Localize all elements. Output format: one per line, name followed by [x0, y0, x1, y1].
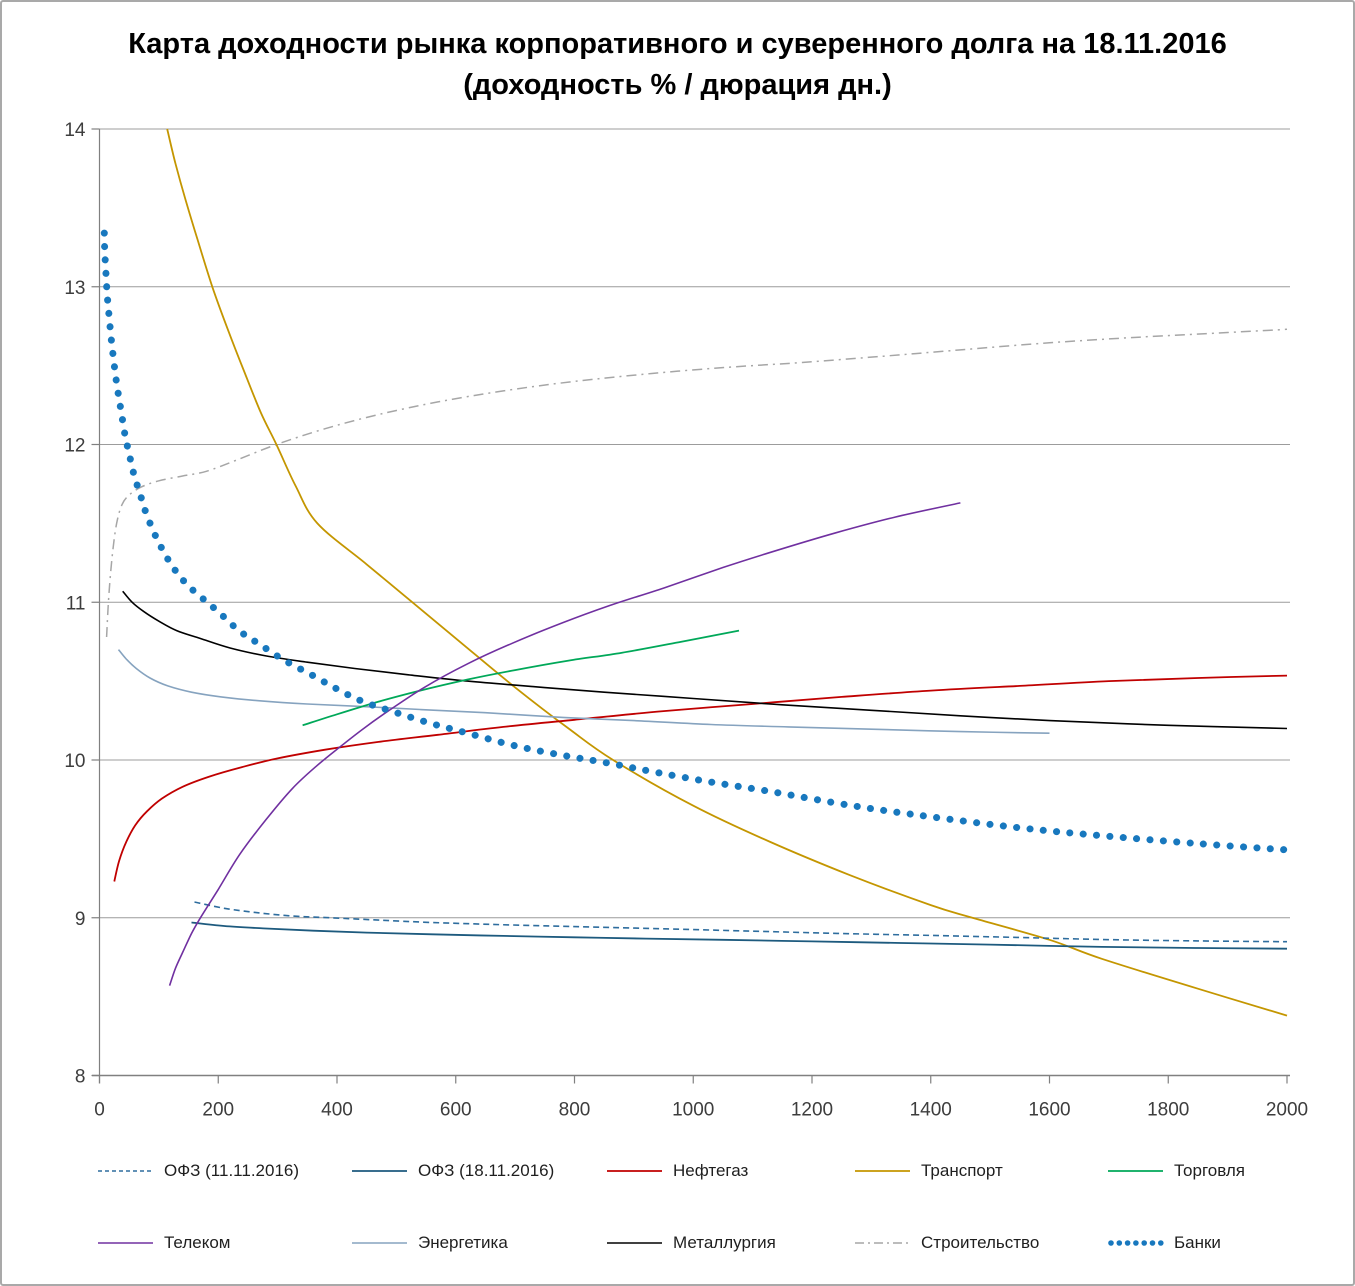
x-tick-label-800: 800: [559, 1100, 591, 1121]
series-stroitelstvo: [105, 328, 1288, 638]
chart-title: Карта доходности рынка корпоративного и …: [128, 28, 1227, 101]
series-neftegaz: [113, 674, 1288, 882]
series-torgovlya: [302, 629, 740, 727]
y-tick-label-12: 12: [64, 436, 85, 457]
y-tick-label-10: 10: [64, 751, 85, 772]
y-tick-label-11: 11: [66, 593, 86, 614]
series-ofz-11: [194, 901, 1288, 943]
x-tick-label-1400: 1400: [910, 1100, 952, 1121]
x-tick-label-200: 200: [202, 1100, 234, 1121]
x-tick-label-0: 0: [94, 1100, 105, 1121]
x-tick-label-1000: 1000: [672, 1100, 714, 1121]
x-tick-label-1800: 1800: [1147, 1100, 1189, 1121]
series-transport: [166, 128, 1288, 1017]
series-ofz-18: [191, 921, 1288, 950]
x-tick-label-600: 600: [440, 1100, 472, 1121]
x-tick-label-1200: 1200: [791, 1100, 833, 1121]
y-tick-label-13: 13: [64, 278, 85, 299]
x-tick-label-2000: 2000: [1266, 1100, 1308, 1121]
y-tick-label-8: 8: [75, 1067, 86, 1088]
series-metallurgiya: [122, 590, 1288, 730]
y-tick-label-14: 14: [64, 120, 86, 141]
series-telekom: [168, 502, 961, 986]
x-tick-label-400: 400: [321, 1100, 353, 1121]
x-tick-label-1600: 1600: [1028, 1100, 1070, 1121]
y-tick-label-9: 9: [75, 909, 86, 930]
